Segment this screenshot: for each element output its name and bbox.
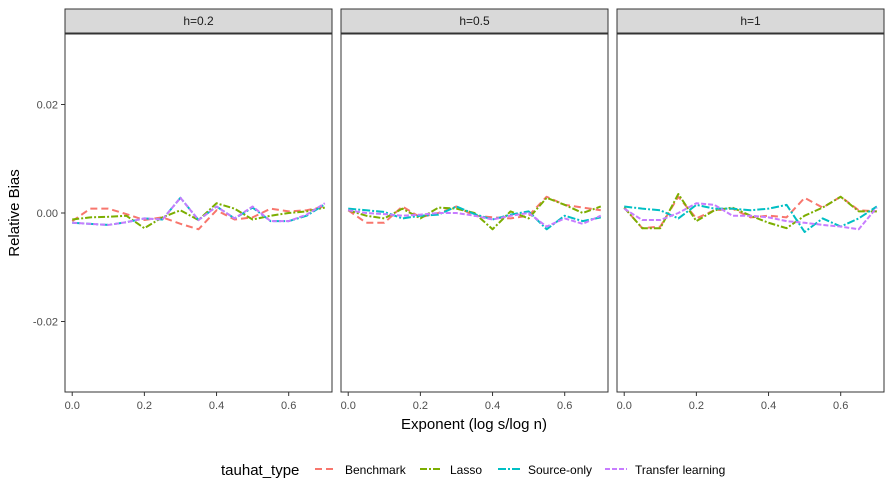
legend-label: Transfer learning [635,463,725,477]
facet-strip [616,8,885,34]
legend-label: Lasso [450,463,482,477]
series-line-benchmark [71,205,325,231]
panel-3: h=1 0.0 0.2 0.4 0.6 [616,8,885,412]
x-tick-label: 0.6 [281,400,296,412]
series-line-lasso [72,202,325,230]
panel-2: h=0.5 0.0 0.2 0.4 0.6 [340,8,609,412]
panel-1: h=0.2 0.0 0.2 0.4 0.6 [64,8,333,412]
facet-strip [64,8,333,34]
y-tick-label: -0.02 [33,316,58,328]
panel-background [65,34,332,392]
y-axis: -0.02 0.00 0.02 [33,100,65,328]
x-tick-label: 0.4 [209,400,224,412]
panel-border [340,33,609,393]
x-tick-label: 0.4 [761,400,776,412]
legend-title: tauhat_type [221,462,299,479]
legend-item-transfer-learning: Transfer learning [605,463,725,477]
series-line-transfer-learning [348,209,602,228]
series-line-transfer-learning [72,196,326,226]
x-tick-label: 0.4 [485,400,500,412]
legend-item-benchmark: Benchmark [315,463,407,477]
y-tick-label: 0.00 [37,208,58,220]
panel-border [616,33,885,393]
x-tick-label: 0.0 [341,400,356,412]
x-tick-label: 0.6 [833,400,848,412]
legend-label: Benchmark [345,463,407,477]
y-tick-label: 0.02 [37,100,58,112]
x-tick-label: 0.0 [65,400,80,412]
legend: tauhat_type Benchmark Lasso Source-only Tra… [221,462,725,479]
x-tick-label: 0.2 [413,400,428,412]
series-line-source-only [624,203,878,233]
panel-background [617,34,884,392]
facet-strip [340,8,609,34]
x-axis-title: Exponent (log s/log n) [401,416,547,433]
legend-label: Source-only [528,463,592,477]
legend-item-lasso: Lasso [420,463,482,477]
series-line-transfer-learning [623,202,878,231]
x-tick-label: 0.6 [557,400,572,412]
x-tick-label: 0.2 [137,400,152,412]
facet-strip-label: h=1 [740,14,761,28]
legend-item-source-only: Source-only [498,463,592,477]
x-tick-label: 0.0 [617,400,632,412]
x-tick-label: 0.2 [689,400,704,412]
facet-strip-label: h=0.5 [459,14,490,28]
y-axis-title: Relative Bias [6,169,23,257]
panels: h=0.2 0.0 0.2 0.4 0.6 h=0.5 0.0 0.2 0.4 0.6 h=1 0.0… [64,8,885,412]
facet-strip-label: h=0.2 [183,14,214,28]
